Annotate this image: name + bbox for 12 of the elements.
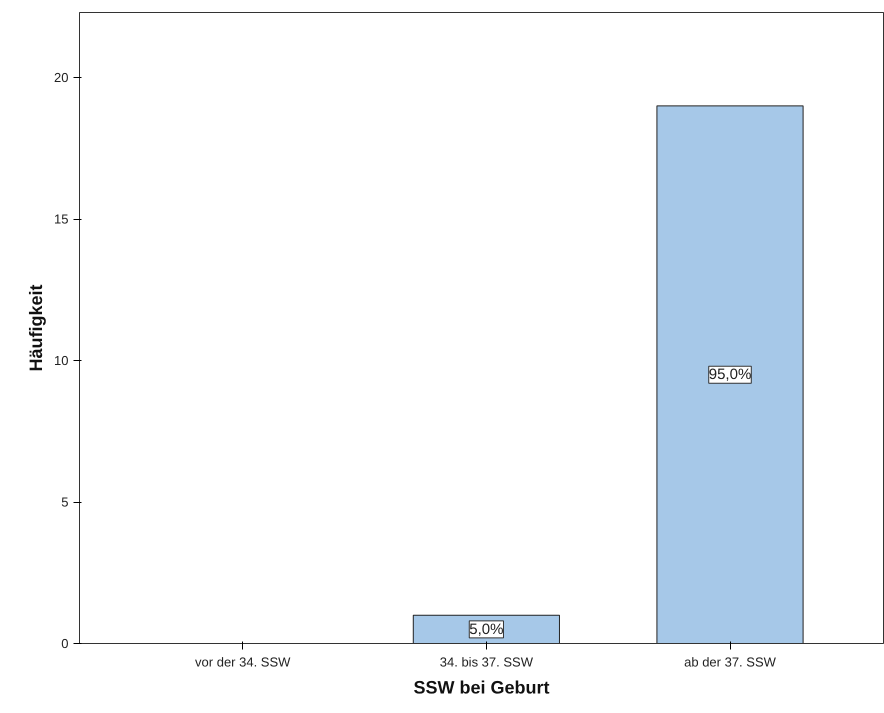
y-axis-title: Häufigkeit — [26, 284, 46, 372]
y-tick-label: 0 — [61, 636, 69, 651]
y-tick-label: 15 — [54, 212, 69, 227]
x-tick-label: ab der 37. SSW — [684, 654, 777, 670]
y-tick-label: 5 — [61, 494, 69, 510]
annotation: 95,0% — [708, 366, 752, 384]
y-tick-label: 20 — [54, 70, 69, 86]
y-tick-label: 10 — [54, 353, 69, 368]
annotation: 5,0% — [469, 620, 504, 638]
x-axis-title: SSW bei Geburt — [413, 678, 550, 698]
x-tick-label: vor der 34. SSW — [195, 654, 292, 670]
x-tick-label: 34. bis 37. SSW — [440, 654, 534, 670]
